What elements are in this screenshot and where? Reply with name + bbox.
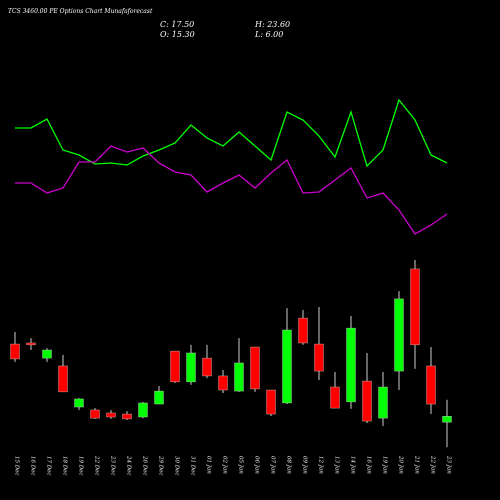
candle-body bbox=[90, 409, 100, 419]
candle-body bbox=[314, 343, 324, 372]
candle-body bbox=[138, 402, 148, 418]
x-tick-label: 16 Dec bbox=[30, 456, 36, 476]
x-tick-label: 24 Dec bbox=[126, 455, 132, 476]
candle-body bbox=[26, 342, 36, 346]
x-tick-label: 19 Dec bbox=[78, 456, 84, 476]
x-tick-label: 20 Jan bbox=[398, 455, 404, 474]
candle-body bbox=[186, 352, 196, 383]
high-info: H: 23.60 bbox=[254, 20, 290, 29]
candle-body bbox=[410, 268, 420, 346]
candle-body bbox=[218, 375, 228, 391]
x-tick-label: 30 Dec bbox=[174, 456, 180, 476]
candle-body bbox=[106, 412, 116, 418]
x-tick-label: 21 Jan bbox=[414, 455, 420, 474]
candle-body bbox=[266, 389, 276, 415]
low-info: L: 6.00 bbox=[254, 30, 283, 39]
x-tick-label: 26 Dec bbox=[142, 455, 148, 476]
chart-title: TCS 3460.00 PE Options Chart Munafaforec… bbox=[8, 8, 153, 15]
x-tick-label: 02 Jan bbox=[222, 456, 228, 474]
x-tick-label: 31 Dec bbox=[190, 456, 196, 476]
x-tick-label: 14 Jan bbox=[350, 456, 356, 474]
candle-body bbox=[282, 329, 292, 404]
candle-body bbox=[202, 357, 212, 377]
candle-body bbox=[378, 386, 388, 419]
x-tick-label: 13 Jan bbox=[334, 456, 340, 474]
x-tick-label: 12 Jan bbox=[318, 456, 324, 474]
x-tick-label: 05 Jan bbox=[238, 456, 244, 474]
candle-body bbox=[394, 298, 404, 372]
x-tick-label: 29 Dec bbox=[158, 455, 164, 476]
x-tick-label: 08 Jan bbox=[286, 456, 292, 474]
x-tick-label: 23 Dec bbox=[110, 455, 116, 476]
close-info: C: 17.50 bbox=[160, 20, 194, 29]
candle-body bbox=[362, 380, 372, 422]
x-tick-label: 17 Dec bbox=[46, 456, 52, 476]
candle-body bbox=[122, 413, 132, 420]
candle-body bbox=[426, 365, 436, 405]
indicator-line bbox=[15, 145, 448, 235]
x-tick-label: 15 Dec bbox=[14, 456, 20, 476]
x-tick-label: 01 Jan bbox=[206, 456, 212, 474]
candle-body bbox=[10, 343, 20, 360]
x-tick-label: 22 Jan bbox=[430, 455, 436, 474]
candle-body bbox=[58, 365, 68, 393]
candle-body bbox=[170, 350, 180, 383]
x-tick-label: 07 Jan bbox=[270, 456, 276, 474]
candle-body bbox=[330, 386, 340, 409]
candle-body bbox=[74, 398, 84, 408]
x-tick-label: 19 Jan bbox=[382, 456, 388, 474]
candle-body bbox=[154, 390, 164, 405]
candle-body bbox=[42, 349, 52, 359]
candle-body bbox=[442, 416, 452, 423]
candle-body bbox=[234, 362, 244, 392]
candle-body bbox=[298, 317, 308, 344]
candle-body bbox=[250, 346, 260, 390]
indicator-line bbox=[15, 98, 448, 168]
x-tick-label: 23 Jan bbox=[446, 455, 452, 474]
candle-body bbox=[346, 327, 356, 403]
x-tick-label: 09 Jan bbox=[302, 456, 308, 474]
x-tick-label: 06 Jan bbox=[254, 456, 260, 474]
x-tick-label: 18 Dec bbox=[62, 456, 68, 476]
x-tick-label: 22 Dec bbox=[94, 455, 100, 476]
open-info: O: 15.30 bbox=[160, 30, 195, 39]
x-tick-label: 16 Jan bbox=[366, 456, 372, 474]
